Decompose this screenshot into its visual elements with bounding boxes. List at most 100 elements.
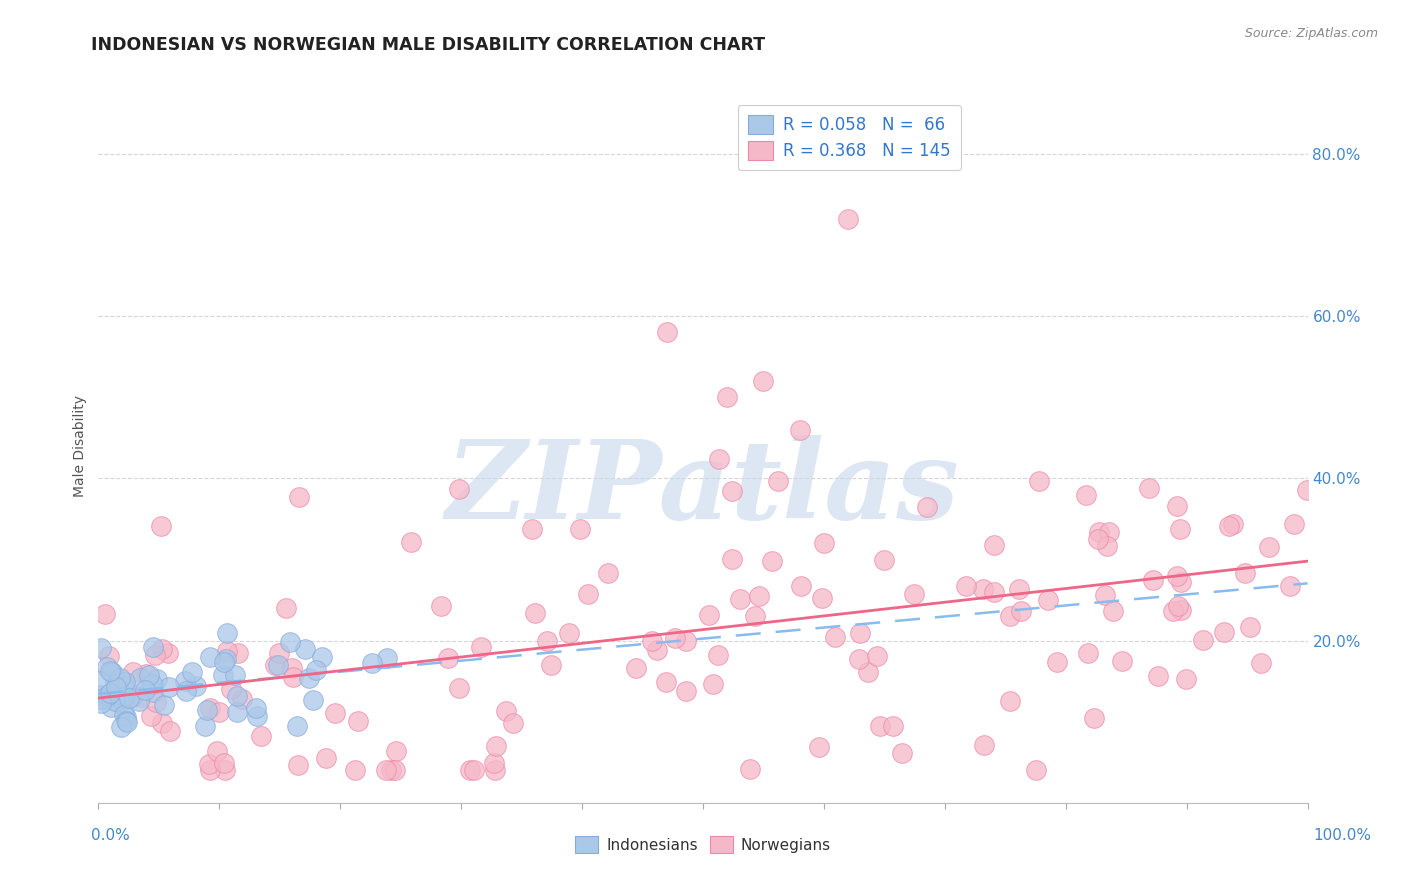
Point: [121, 690, 143, 705]
Point: [998, 694, 1021, 708]
Point: [143, 648, 166, 663]
Point: [655, 675, 678, 690]
Point: [502, 715, 524, 730]
Point: [536, 633, 558, 648]
Point: [720, 483, 742, 498]
Point: [104, 694, 127, 708]
Point: [520, 522, 543, 536]
Point: [460, 764, 482, 778]
Point: [484, 764, 506, 778]
Point: [298, 671, 321, 685]
Point: [748, 589, 770, 603]
Point: [100, 699, 122, 714]
Point: [915, 500, 938, 515]
Point: [250, 730, 273, 744]
Point: [596, 566, 619, 581]
Point: [1192, 633, 1215, 648]
Point: [114, 674, 136, 689]
Point: [789, 579, 811, 593]
Point: [285, 719, 308, 733]
Point: [150, 519, 173, 533]
Point: [869, 719, 891, 733]
Point: [174, 684, 197, 698]
Point: [1170, 602, 1192, 616]
Point: [716, 390, 738, 404]
Point: [1087, 524, 1109, 539]
Legend: Indonesians, Norwegians: Indonesians, Norwegians: [569, 830, 837, 859]
Point: [212, 655, 235, 669]
Point: [104, 677, 127, 691]
Point: [983, 538, 1005, 552]
Point: [89, 673, 111, 688]
Text: 0.0%: 0.0%: [91, 828, 131, 843]
Point: [361, 656, 384, 670]
Point: [808, 740, 831, 755]
Point: [103, 669, 125, 683]
Point: [728, 592, 751, 607]
Point: [1175, 672, 1198, 686]
Point: [1036, 593, 1059, 607]
Point: [385, 744, 408, 758]
Point: [115, 710, 138, 724]
Point: [111, 679, 134, 693]
Point: [96, 660, 118, 674]
Point: [150, 716, 173, 731]
Point: [1167, 599, 1189, 613]
Point: [212, 756, 235, 770]
Point: [1166, 569, 1188, 583]
Point: [205, 744, 228, 758]
Point: [664, 631, 686, 645]
Point: [145, 695, 167, 709]
Point: [246, 709, 269, 723]
Point: [1076, 488, 1098, 502]
Point: [96, 690, 118, 704]
Point: [856, 665, 879, 679]
Point: [294, 642, 316, 657]
Point: [112, 707, 135, 722]
Point: [1111, 654, 1133, 668]
Point: [866, 649, 889, 664]
Y-axis label: Male Disability: Male Disability: [73, 395, 87, 497]
Point: [305, 664, 328, 678]
Point: [110, 671, 132, 685]
Point: [1168, 522, 1191, 536]
Point: [752, 374, 775, 388]
Point: [447, 681, 470, 695]
Point: [94, 607, 117, 621]
Point: [302, 693, 325, 707]
Point: [343, 764, 366, 778]
Point: [1234, 566, 1257, 581]
Point: [266, 657, 288, 672]
Point: [108, 695, 131, 709]
Point: [288, 491, 311, 505]
Point: [141, 677, 163, 691]
Point: [955, 579, 977, 593]
Point: [129, 690, 152, 704]
Point: [267, 646, 290, 660]
Point: [647, 642, 669, 657]
Point: [675, 684, 697, 698]
Point: [721, 551, 744, 566]
Point: [1218, 518, 1240, 533]
Point: [1278, 578, 1301, 592]
Point: [134, 683, 156, 698]
Point: [998, 609, 1021, 624]
Point: [1008, 582, 1031, 596]
Point: [375, 650, 398, 665]
Point: [98, 686, 121, 700]
Point: [226, 689, 249, 703]
Point: [90, 692, 112, 706]
Point: [311, 650, 333, 665]
Point: [1137, 481, 1160, 495]
Point: [215, 652, 238, 666]
Point: [1166, 499, 1188, 513]
Point: [449, 483, 471, 497]
Point: [641, 633, 664, 648]
Point: [347, 714, 370, 728]
Point: [761, 554, 783, 568]
Point: [184, 679, 207, 693]
Point: [983, 585, 1005, 599]
Point: [569, 522, 592, 536]
Point: [323, 706, 346, 721]
Point: [146, 672, 169, 686]
